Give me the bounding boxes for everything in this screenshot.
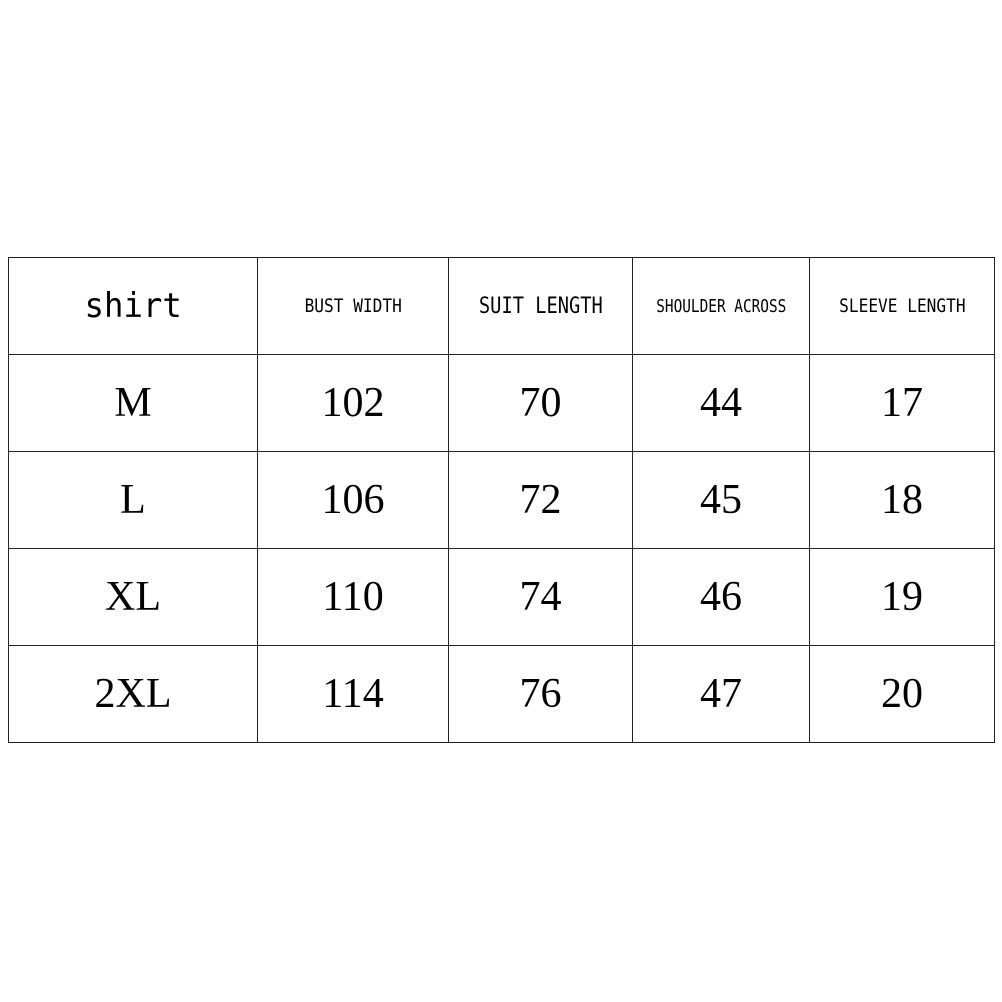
shoulder-across-cell: 44	[632, 354, 810, 452]
size-cell: L	[8, 451, 258, 549]
bust-width-cell: 114	[257, 645, 449, 743]
suit-length-cell: 74	[448, 548, 633, 646]
header-cell-shirt: shirt	[8, 257, 258, 355]
header-cell-sleeve-length: SLEEVE LENGTH	[809, 257, 995, 355]
bust-width-cell: 110	[257, 548, 449, 646]
size-chart-table: shirt BUST WIDTH SUIT LENGTH SHOULDER AC…	[8, 257, 995, 743]
sleeve-length-cell: 17	[809, 354, 995, 452]
suit-length-cell: 72	[448, 451, 633, 549]
shoulder-across-cell: 46	[632, 548, 810, 646]
suit-length-cell: 70	[448, 354, 633, 452]
header-cell-shoulder-across: SHOULDER ACROSS	[632, 257, 810, 355]
size-cell: M	[8, 354, 258, 452]
header-cell-bust-width: BUST WIDTH	[257, 257, 449, 355]
sleeve-length-cell: 18	[809, 451, 995, 549]
suit-length-cell: 76	[448, 645, 633, 743]
sleeve-length-cell: 19	[809, 548, 995, 646]
table-row: L 106 72 45 18	[8, 451, 995, 549]
table-row: 2XL 114 76 47 20	[8, 645, 995, 743]
size-cell: 2XL	[8, 645, 258, 743]
size-cell: XL	[8, 548, 258, 646]
header-cell-suit-length: SUIT LENGTH	[448, 257, 633, 355]
header-row: shirt BUST WIDTH SUIT LENGTH SHOULDER AC…	[8, 257, 995, 355]
bust-width-cell: 106	[257, 451, 449, 549]
bust-width-cell: 102	[257, 354, 449, 452]
sleeve-length-cell: 20	[809, 645, 995, 743]
table-row: M 102 70 44 17	[8, 354, 995, 452]
shoulder-across-cell: 47	[632, 645, 810, 743]
table-row: XL 110 74 46 19	[8, 548, 995, 646]
shoulder-across-cell: 45	[632, 451, 810, 549]
